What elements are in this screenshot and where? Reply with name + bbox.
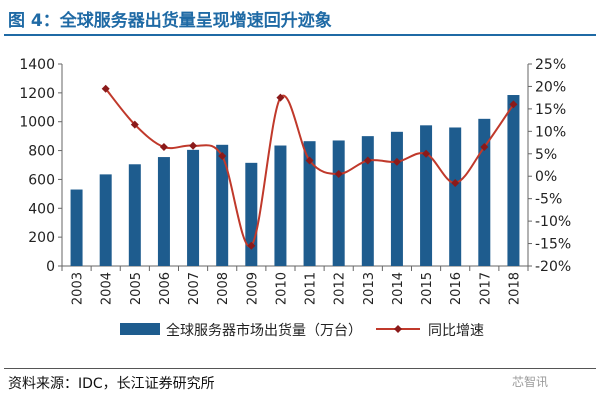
bar-2006 [157, 157, 170, 266]
bar-2004 [99, 174, 112, 266]
legend-line-marker [394, 325, 402, 333]
growth-point-2005 [130, 120, 139, 129]
x-tick-label: 2008 [216, 272, 231, 305]
x-tick-label: 2018 [507, 272, 522, 305]
growth-point-2004 [101, 84, 110, 93]
combo-chart: 0 200 400 600 800 1000 1200 1400 -20% -15% -10% -5%… [19, 57, 571, 339]
growth-point-2018 [509, 100, 518, 109]
right-tick-label: 25% [535, 57, 566, 73]
growth-point-2015 [422, 149, 431, 158]
bar-2010 [274, 145, 287, 266]
bar-2011 [303, 141, 316, 266]
growth-point-2006 [159, 143, 168, 152]
left-tick-label: 0 [46, 259, 55, 275]
legend-group: 全球服务器市场出货量（万台） 同比增速 [120, 322, 484, 339]
bar-2007 [187, 149, 200, 266]
legend-bar-swatch [120, 323, 160, 335]
right-tick-label: -15% [535, 237, 571, 253]
x-tick-label: 2006 [158, 272, 173, 305]
bar-2014 [390, 131, 403, 266]
x-tick-label: 2012 [333, 272, 348, 305]
right-tick-label: -20% [535, 259, 571, 275]
x-tick-label: 2015 [420, 272, 435, 305]
left-tick-label: 600 [28, 172, 55, 188]
left-tick-label: 400 [28, 201, 55, 217]
growth-point-2009 [247, 241, 256, 250]
x-tick-label: 2016 [449, 272, 464, 305]
line-group [101, 84, 518, 250]
bar-2009 [245, 162, 258, 266]
bar-2016 [449, 127, 462, 266]
right-tick-label: 10% [535, 124, 566, 140]
bar-2018 [507, 95, 520, 267]
x-tick-label: 2011 [304, 272, 319, 305]
x-tick-label: 2014 [391, 272, 406, 305]
legend-line-label: 同比增速 [428, 323, 484, 339]
right-tick-label: -10% [535, 214, 571, 230]
bars-group [70, 95, 520, 267]
growth-point-2010 [276, 93, 285, 102]
growth-point-2011 [305, 156, 314, 165]
bar-2008 [216, 144, 229, 266]
growth-point-2012 [334, 169, 343, 178]
growth-rate-line [104, 88, 515, 248]
bar-2017 [478, 118, 491, 266]
growth-point-2017 [480, 143, 489, 152]
bar-2012 [332, 140, 345, 266]
left-tick-label: 1200 [19, 86, 55, 102]
right-tick-label: -5% [535, 192, 562, 208]
x-tick-label: 2007 [187, 272, 202, 305]
bar-2005 [128, 164, 141, 266]
left-tick-label: 200 [28, 230, 55, 246]
growth-point-2016 [451, 178, 460, 187]
x-tick-label: 2009 [245, 272, 260, 305]
ticks-group: 0 200 400 600 800 1000 1200 1400 -20% -15% -10% -5%… [19, 57, 571, 305]
right-tick-label: 0% [535, 169, 557, 185]
bar-2015 [420, 125, 433, 266]
source-divider [4, 368, 596, 369]
growth-point-2014 [392, 157, 401, 166]
left-tick-label: 1000 [19, 115, 55, 131]
bar-2013 [361, 136, 374, 266]
right-tick-label: 15% [535, 102, 566, 118]
x-tick-label: 2004 [100, 272, 115, 305]
title-underline [4, 34, 596, 36]
growth-point-2013 [363, 156, 372, 165]
x-tick-label: 2013 [362, 272, 377, 305]
left-tick-label: 1400 [19, 57, 55, 73]
left-tick-label: 800 [28, 144, 55, 160]
right-tick-label: 20% [535, 79, 566, 95]
growth-point-2008 [218, 152, 227, 161]
legend-bar-label: 全球服务器市场出货量（万台） [166, 322, 362, 339]
x-tick-label: 2003 [71, 272, 86, 305]
source-note: 资料来源：IDC，长江证券研究所 [8, 376, 215, 392]
right-tick-label: 5% [535, 147, 557, 163]
x-tick-label: 2005 [129, 272, 144, 305]
growth-point-2007 [189, 141, 198, 150]
figure-title: 图 4：全球服务器出货量呈现增速回升迹象 [8, 11, 332, 31]
x-tick-label: 2017 [478, 272, 493, 305]
x-tick-label: 2010 [274, 272, 289, 305]
bar-2003 [70, 189, 83, 266]
watermark-text: 芯智讯 [512, 375, 549, 389]
